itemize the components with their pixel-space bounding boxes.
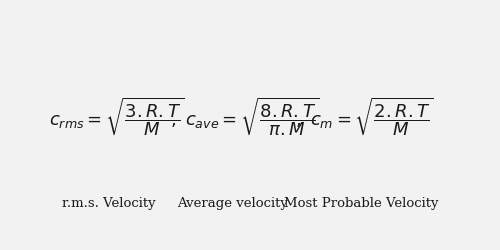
Text: $,\ c_{ave} = \sqrt{\dfrac{8.R.T}{\pi.M}}$: $,\ c_{ave} = \sqrt{\dfrac{8.R.T}{\pi.M}… [170,96,320,138]
Text: Most Probable Velocity: Most Probable Velocity [284,197,438,210]
Text: $c_{rms} = \sqrt{\dfrac{3.R.T}{M}}$: $c_{rms} = \sqrt{\dfrac{3.R.T}{M}}$ [49,96,184,138]
Text: Average velocity: Average velocity [178,197,288,210]
Text: r.m.s. Velocity: r.m.s. Velocity [62,197,156,210]
Text: $,\ c_{m} = \sqrt{\dfrac{2.R.T}{M}}$: $,\ c_{m} = \sqrt{\dfrac{2.R.T}{M}}$ [296,96,434,138]
